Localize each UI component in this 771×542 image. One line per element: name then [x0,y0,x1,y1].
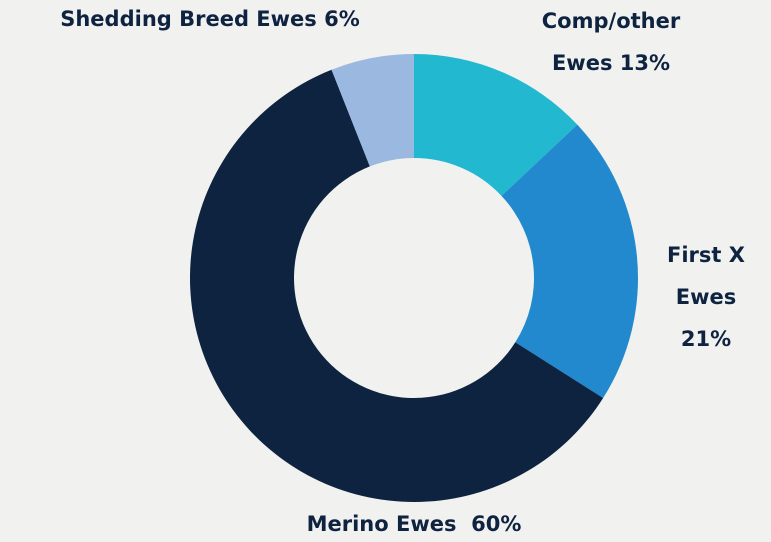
category-label: Ewes [552,51,620,75]
value-label: 21% [681,327,731,351]
donut-segment [190,69,604,502]
segment-label: Comp/other Ewes 13% [542,9,681,75]
category-label: Comp/other [542,9,681,33]
category-label: Merino Ewes [307,512,472,536]
segment-label: Shedding Breed Ewes 6% [60,7,360,31]
donut-segment [414,54,578,196]
category-label: Ewes [676,285,737,309]
donut-segment [331,54,414,167]
value-label: 6% [324,7,360,31]
category-label: Shedding Breed Ewes [60,7,324,31]
value-label: 60% [471,512,521,536]
segment-label: First X Ewes 21% [667,243,745,351]
segment-label: Merino Ewes 60% [307,512,522,536]
value-label: 13% [620,51,670,75]
donut-segment [501,124,639,399]
category-label: First X [667,243,745,267]
